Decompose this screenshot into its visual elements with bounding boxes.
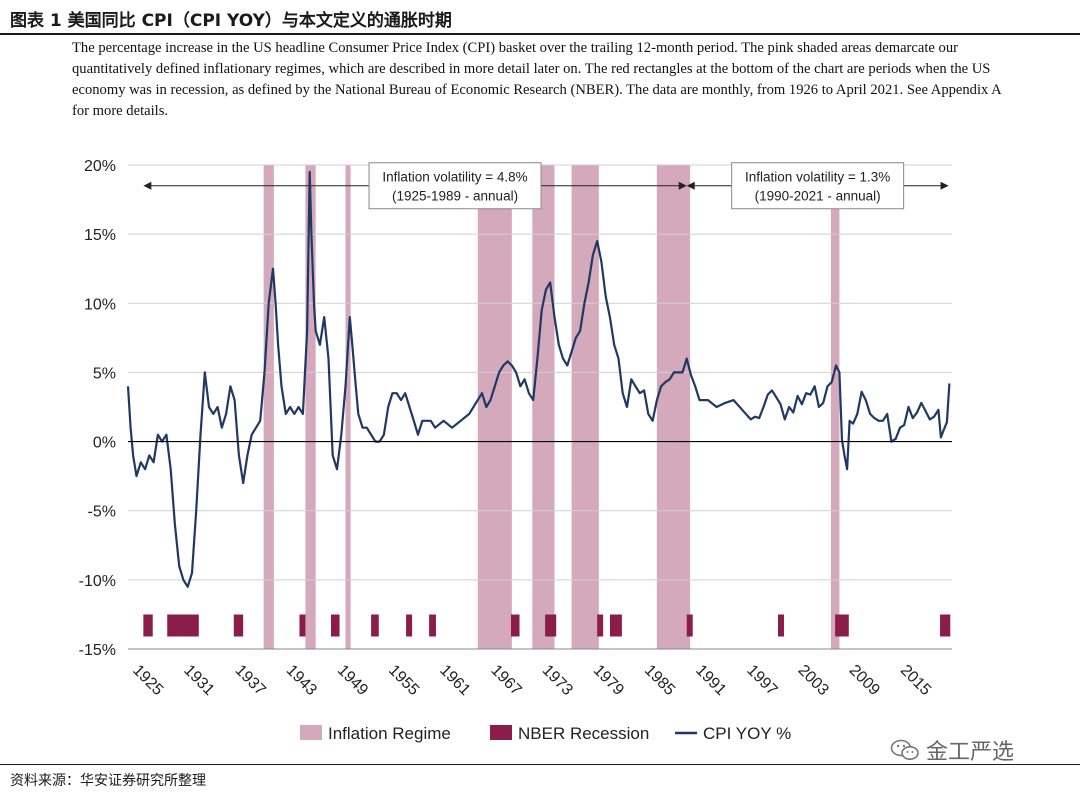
- watermark: 金工严选: [890, 734, 1055, 766]
- recession-marker: [609, 614, 622, 637]
- x-tick-label: 1943: [283, 662, 320, 699]
- inflation-regime-band: [830, 165, 840, 649]
- volatility-annotation: Inflation volatility = 4.8% (1925-1989 - …: [143, 162, 687, 210]
- y-tick-label: 0%: [93, 435, 116, 452]
- wechat-icon: [890, 739, 919, 760]
- annotation-subtext: (1925-1989 - annual): [392, 189, 518, 204]
- recession-marker: [597, 614, 604, 637]
- inflation-regime-band: [571, 165, 599, 649]
- cpi-yoy-line: [126, 170, 951, 588]
- watermark-text: 金工严选: [926, 740, 1015, 765]
- legend-recession-swatch: [490, 725, 512, 740]
- inflation-regime-band: [345, 165, 351, 649]
- figure-description: The percentage increase in the US headli…: [72, 40, 1001, 119]
- recession-marker: [371, 614, 379, 637]
- annotation-text: Inflation volatility = 1.3%: [745, 170, 890, 185]
- recession-marker: [545, 614, 557, 637]
- x-tick-label: 1931: [180, 662, 217, 699]
- title-rule: [0, 33, 1080, 35]
- y-tick-label: 10%: [84, 296, 116, 313]
- legend-label: Inflation Regime: [328, 724, 451, 743]
- x-tick-label: 1955: [385, 662, 422, 699]
- annotation-text: Inflation volatility = 4.8%: [382, 170, 527, 185]
- chart-legend: Inflation Regime NBER Recession CPI YOY %: [300, 724, 791, 743]
- inflation-regime-band: [263, 165, 274, 649]
- recession-marker: [777, 614, 784, 637]
- arrow-left-icon: [686, 181, 695, 190]
- arrow-right-icon: [678, 181, 687, 190]
- x-tick-label: 1973: [539, 662, 576, 699]
- x-tick-label: 1961: [436, 662, 473, 699]
- recession-marker: [510, 614, 520, 637]
- cpi-series: [126, 170, 951, 588]
- volatility-annotation: Inflation volatility = 1.3% (1990-2021 - …: [686, 162, 949, 210]
- x-tick-label: 1925: [129, 662, 166, 699]
- source-rule: [0, 764, 1080, 765]
- recession-marker: [940, 614, 951, 637]
- inflation-regime-bands: [263, 165, 840, 649]
- x-tick-label: 2015: [897, 662, 934, 699]
- recession-marker: [299, 614, 306, 637]
- recession-marker: [406, 614, 413, 637]
- x-tick-label: 2003: [795, 662, 832, 699]
- arrow-left-icon: [143, 181, 152, 190]
- x-tick-label: 1949: [334, 662, 371, 699]
- annotation-subtext: (1990-2021 - annual): [755, 189, 881, 204]
- arrow-right-icon: [940, 181, 949, 190]
- recession-marker: [143, 614, 153, 637]
- recession-marker: [835, 614, 849, 637]
- inflation-regime-band: [532, 165, 555, 649]
- y-tick-label: 20%: [84, 158, 116, 175]
- recession-markers: [143, 614, 951, 637]
- x-tick-label: 1985: [641, 662, 678, 699]
- x-tick-label: 1991: [692, 662, 729, 699]
- figure-title: 图表 1 美国同比 CPI（CPI YOY）与本文定义的通胀时期: [10, 11, 452, 31]
- x-tick-label: 2009: [846, 662, 883, 699]
- recession-marker: [429, 614, 436, 637]
- inflation-regime-band: [477, 165, 512, 649]
- source-note: 资料来源：华安证券研究所整理: [10, 773, 206, 789]
- x-tick-label: 1937: [232, 662, 269, 699]
- recession-marker: [331, 614, 340, 637]
- recession-marker: [233, 614, 244, 637]
- y-tick-label: -10%: [79, 573, 116, 590]
- y-tick-label: -5%: [88, 504, 116, 521]
- legend-label: CPI YOY %: [703, 724, 791, 743]
- inflation-regime-band: [656, 165, 691, 649]
- inflation-regime-band: [305, 165, 316, 649]
- recession-marker: [167, 614, 199, 637]
- y-tick-label: 15%: [84, 227, 116, 244]
- x-tick-label: 1967: [487, 662, 524, 699]
- y-tick-label: -15%: [79, 642, 116, 659]
- legend-regime-swatch: [300, 725, 322, 740]
- x-tick-label: 1997: [743, 662, 780, 699]
- y-tick-label: 5%: [93, 365, 116, 382]
- annotation-box: [731, 162, 905, 210]
- recession-marker: [686, 614, 693, 637]
- volatility-annotations: Inflation volatility = 4.8% (1925-1989 - …: [143, 162, 949, 210]
- x-tick-label: 1979: [590, 662, 627, 699]
- annotation-box: [368, 162, 542, 210]
- legend-label: NBER Recession: [518, 724, 649, 743]
